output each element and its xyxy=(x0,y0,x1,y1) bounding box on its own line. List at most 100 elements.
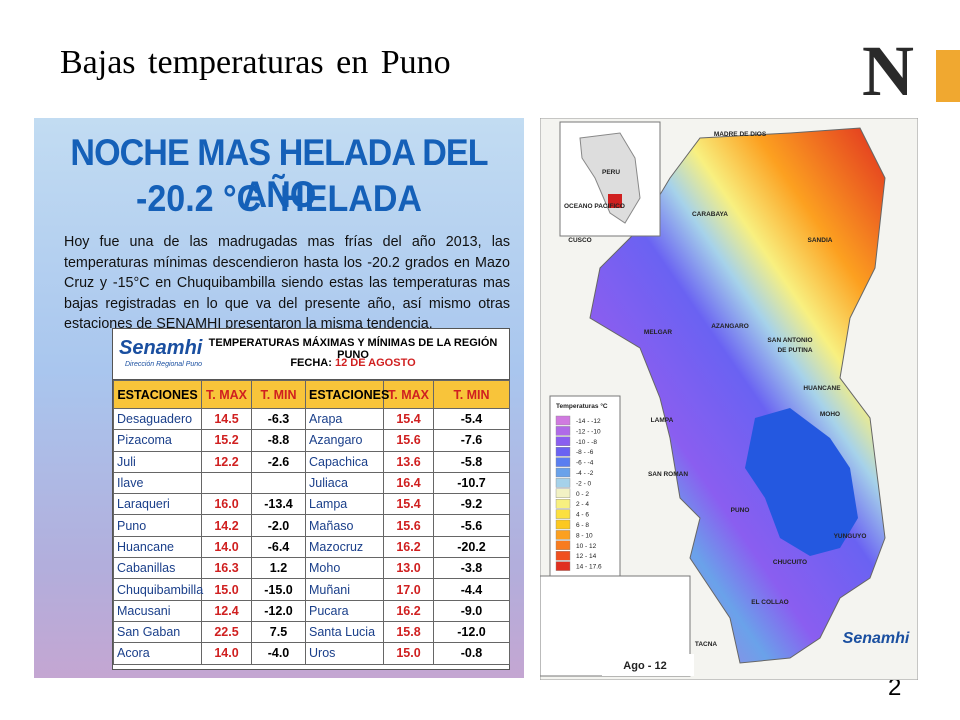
cell: 16.4 xyxy=(383,471,434,495)
cell: Mazocruz xyxy=(305,535,384,559)
legend-title: Temperaturas °C xyxy=(556,402,608,410)
cell: -20.2 xyxy=(433,535,510,559)
legend-label: -2 - 0 xyxy=(576,480,592,487)
cell: 16.3 xyxy=(201,557,252,580)
table-header: Senamhi Dirección Regional Puno TEMPERAT… xyxy=(113,329,509,380)
cell: 15.0 xyxy=(201,578,252,601)
slide-title: Bajas temperaturas en Puno xyxy=(60,44,451,81)
place-label: SANDIA xyxy=(808,237,833,244)
cell: Pucara xyxy=(305,599,384,622)
cell: -5.6 xyxy=(433,514,510,537)
legend-label: 14 - 17.6 xyxy=(576,564,602,571)
cell: -8.8 xyxy=(251,429,306,452)
cell: -9.2 xyxy=(433,493,510,516)
legend-label: 2 - 4 xyxy=(576,501,589,508)
legend-label: 8 - 10 xyxy=(576,532,593,539)
cell: 15.0 xyxy=(383,642,434,665)
legend-label: 12 - 14 xyxy=(576,553,597,560)
legend-swatch xyxy=(555,478,571,488)
legend-swatch xyxy=(555,551,571,561)
inset-label: PERU xyxy=(602,169,620,176)
cell: Arapa xyxy=(305,407,384,431)
cell: -5.4 xyxy=(433,407,510,431)
row: Cabanillas 16.3 1.2 Moho 13.0 -3.8 xyxy=(113,557,510,580)
brand: Senamhi xyxy=(119,337,203,359)
legend-label: -12 - -10 xyxy=(576,428,601,435)
cell: Cabanillas xyxy=(113,557,202,580)
accent-bar xyxy=(936,50,960,102)
cell: 16.0 xyxy=(201,493,252,516)
cell: Huancane xyxy=(113,535,202,559)
place-label: MOHO xyxy=(820,411,840,418)
legend-label: 10 - 12 xyxy=(576,543,597,550)
cell: 15.6 xyxy=(383,514,434,537)
legend-swatch xyxy=(555,499,571,509)
cell: -6.3 xyxy=(251,407,306,431)
inset-label: OCEANO PACIFICO xyxy=(564,203,625,210)
place-label: HUANCANE xyxy=(803,385,841,392)
column-header: T. MAX xyxy=(383,380,434,409)
cell: 1.2 xyxy=(251,557,306,580)
cell: 7.5 xyxy=(251,620,306,644)
cell: Capachica xyxy=(305,450,384,473)
column-header: T. MAX xyxy=(201,380,252,409)
column-header: ESTACIONES xyxy=(305,380,389,409)
legend-swatch xyxy=(555,467,571,478)
table-date: FECHA: 12 DE AGOSTO xyxy=(203,357,503,369)
map-caption: Ago - 12 xyxy=(623,660,666,672)
cell: 14.5 xyxy=(201,407,252,431)
page-number: 2 xyxy=(888,674,902,701)
cell: San Gaban xyxy=(113,620,202,644)
row: Huancane 14.0 -6.4 Mazocruz 16.2 -20.2 xyxy=(113,535,510,559)
lake xyxy=(745,408,858,556)
row: Desaguadero 14.5 -6.3 Arapa 15.4 -5.4 xyxy=(113,407,510,431)
cell: -5.8 xyxy=(433,450,510,473)
cell: -9.0 xyxy=(433,599,510,622)
cell: 14.2 xyxy=(201,514,252,537)
cell: Moho xyxy=(305,557,384,580)
row: Puno 14.2 -2.0 Mañaso 15.6 -5.6 xyxy=(113,514,510,537)
row: Pizacoma 15.2 -8.8 Azangaro 15.6 -7.6 xyxy=(113,429,510,452)
cell: 12.4 xyxy=(201,599,252,622)
cell: -12.0 xyxy=(251,599,306,622)
column-header: ESTACIONES xyxy=(113,380,202,409)
paragraph: Hoy fue una de las madrugadas mas frías … xyxy=(64,234,510,332)
legend-swatch xyxy=(555,488,571,498)
legend-label: -10 - -8 xyxy=(576,439,597,446)
place-label: TACNA xyxy=(695,641,718,648)
legend-swatch xyxy=(555,509,571,519)
legend-label: -8 - -6 xyxy=(576,449,594,456)
cell: 15.8 xyxy=(383,620,434,644)
cell: Uros xyxy=(305,642,384,665)
cell: 16.2 xyxy=(383,535,434,559)
legend-swatch xyxy=(555,426,571,436)
table-title: TEMPERATURAS MÁXIMAS Y MÍNIMAS DE LA REG… xyxy=(208,337,498,361)
place-label: AZANGARO xyxy=(711,323,749,330)
legend-label: 6 - 8 xyxy=(576,522,589,529)
cell: Santa Lucia xyxy=(305,620,384,644)
logo: N xyxy=(862,31,914,111)
cell: Azangaro xyxy=(305,429,384,452)
cell: Chuquibambilla xyxy=(113,578,203,601)
date: 12 DE AGOSTO xyxy=(334,357,416,369)
row: San Gaban 22.5 7.5 Santa Lucia 15.8 -12.0 xyxy=(113,620,510,644)
row: Chuquibambilla 15.0 -15.0 Muñani 17.0 -4.4 xyxy=(113,578,510,601)
place-label: PUNO xyxy=(731,507,750,514)
place-label: CHUCUITO xyxy=(773,559,807,566)
cell: 15.4 xyxy=(383,407,434,431)
cell: 22.5 xyxy=(201,620,252,644)
place-label: MADRE DE DIOS xyxy=(714,131,767,138)
legend-swatch xyxy=(555,447,571,457)
inset-country xyxy=(579,132,641,224)
cell: Acora xyxy=(113,642,202,665)
place-label: CUSCO xyxy=(568,237,591,244)
legend-swatch xyxy=(555,530,571,540)
place-label: YUNGUYO xyxy=(834,533,867,540)
cell xyxy=(251,471,306,495)
legend-label: 4 - 6 xyxy=(576,512,589,519)
cell: Puno xyxy=(113,514,202,537)
legend-swatch xyxy=(555,457,571,467)
cell: -12.0 xyxy=(433,620,510,644)
row: Laraqueri 16.0 -13.4 Lampa 15.4 -9.2 xyxy=(113,493,510,516)
